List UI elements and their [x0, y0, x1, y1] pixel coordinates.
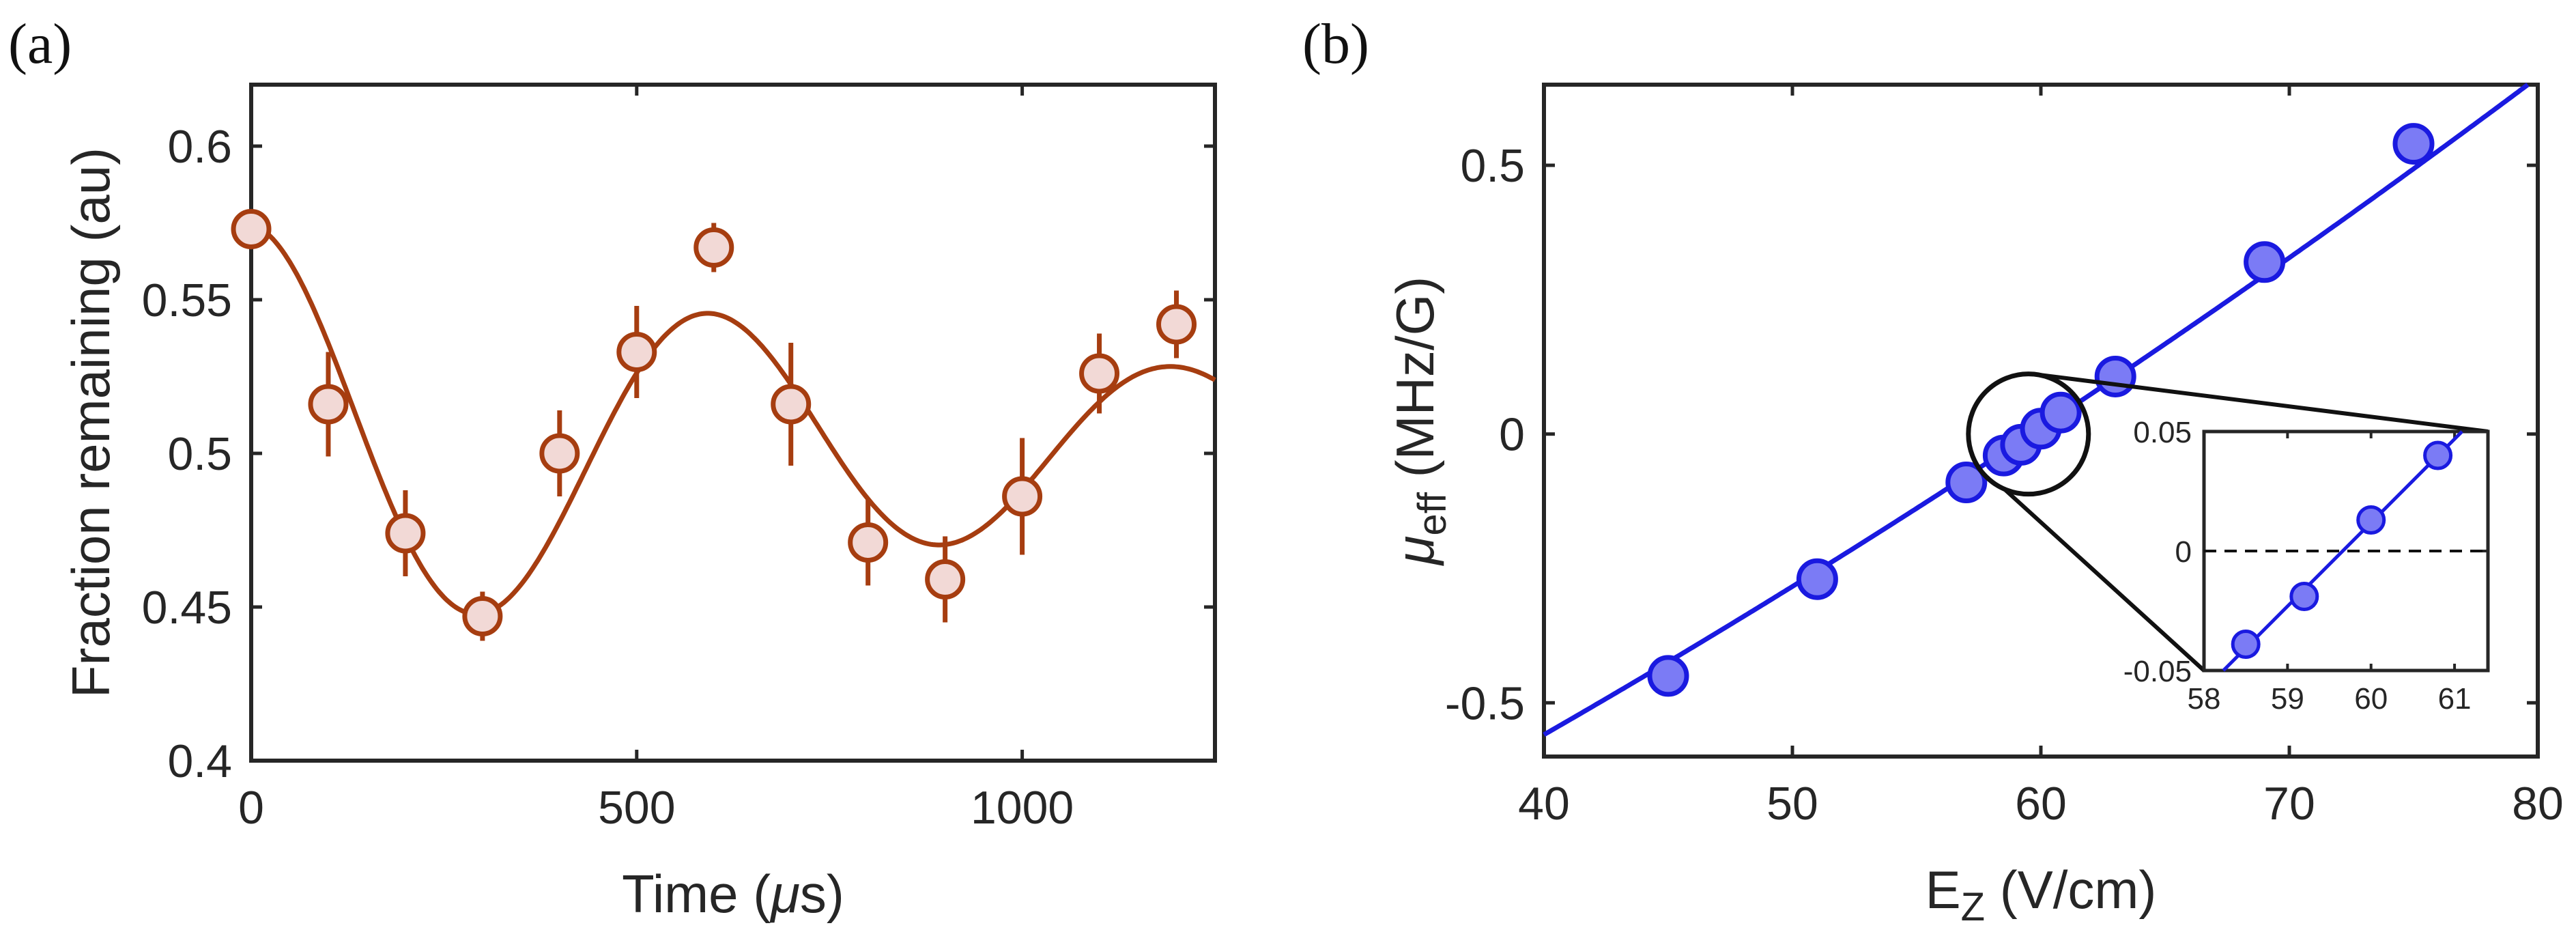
a-y-tick-label: 0.5 — [167, 428, 232, 480]
a-x-tick-label: 1000 — [971, 782, 1074, 834]
b-x-tick-label: 40 — [1518, 778, 1570, 830]
b-data-point — [1945, 462, 1988, 504]
a-data-point — [771, 384, 812, 425]
panel-b-data-points — [1647, 123, 2435, 697]
b-x-tick-label: 80 — [2512, 778, 2564, 830]
panel-a-y-axis-label: Fraction remaining (au) — [61, 147, 121, 698]
panel-b-y-label-mu: μ — [1385, 535, 1445, 566]
inset-data-point — [2423, 440, 2453, 470]
panel-a-x-label-mu: μ — [769, 864, 800, 924]
inset-x-tick-label: 60 — [2354, 682, 2388, 716]
a-x-tick-label: 500 — [598, 782, 675, 834]
inset-data-points — [2231, 440, 2453, 659]
panel-b-zoom-indicator — [1966, 371, 2489, 673]
panel-b-y-label-unit: (MHz/G) — [1385, 277, 1445, 492]
panel-a-x-label-unit: s) — [800, 864, 844, 924]
panel-b-label: (b) — [1302, 12, 1369, 76]
panel-b-ticks: 40 50 60 70 80 -0.5 0 0.5 — [1445, 85, 2564, 830]
a-data-point — [848, 522, 889, 563]
a-y-tick-label: 0.45 — [142, 582, 232, 634]
b-y-tick-label: 0.5 — [1460, 140, 1525, 192]
inset-data-point — [2231, 630, 2261, 659]
panel-b: (b) 40 50 60 70 80 -0.5 0 0.5 58 59 60 61 -0.05 0 0.0… — [1302, 12, 2564, 929]
panel-a-data-points — [231, 209, 1197, 641]
panel-a-ticks: 0 500 1000 0.4 0.45 0.5 0.55 0.6 — [142, 85, 1215, 834]
panel-b-y-label-sub: eff — [1410, 492, 1455, 535]
a-data-point — [1156, 304, 1197, 345]
a-data-point — [539, 433, 580, 474]
a-data-point — [308, 384, 349, 425]
inset-y-tick-label: 0 — [2175, 535, 2192, 569]
inset-x-tick-label: 58 — [2188, 682, 2221, 716]
zoom-connector-bottom — [2002, 487, 2206, 673]
b-y-tick-label: 0 — [1499, 409, 1525, 461]
panel-b-x-label-main: E — [1926, 860, 1961, 920]
inset-fit-line — [2222, 430, 2463, 672]
b-data-point — [2392, 123, 2435, 165]
b-data-point — [2094, 355, 2136, 397]
a-data-point — [462, 596, 503, 636]
panel-a-label: (a) — [8, 12, 72, 76]
panel-a: (a) 0 500 1000 0.4 0.45 0.5 0.55 0.6 Fraction r… — [8, 12, 1217, 924]
zoom-connector-top — [2037, 372, 2489, 434]
b-data-point — [1796, 558, 1838, 600]
inset-y-tick-label: 0.05 — [2133, 416, 2192, 449]
panel-b-x-axis-label: EZ (V/cm) — [1926, 860, 2157, 929]
inset-data-point — [2289, 582, 2319, 611]
panel-b-inset: 58 59 60 61 -0.05 0 0.05 — [2123, 416, 2490, 716]
inset-y-tick-label: -0.05 — [2123, 655, 2192, 688]
panel-b-x-label-sub: Z — [1961, 885, 1985, 929]
b-y-tick-label: -0.5 — [1445, 677, 1525, 729]
a-data-point — [693, 227, 734, 268]
a-y-tick-label: 0.55 — [142, 274, 232, 326]
a-data-point — [231, 209, 272, 249]
a-y-tick-label: 0.6 — [167, 121, 232, 173]
inset-x-tick-label: 59 — [2271, 682, 2304, 716]
a-data-point — [1079, 353, 1120, 394]
b-x-tick-label: 50 — [1766, 778, 1818, 830]
b-data-point — [2040, 391, 2082, 434]
b-data-point — [2244, 241, 2286, 283]
panel-a-x-label-text: Time ( — [622, 864, 771, 924]
inset-ticks: 58 59 60 61 -0.05 0 0.05 — [2123, 416, 2488, 716]
zoom-circle — [1966, 371, 2091, 497]
inset-x-tick-label: 61 — [2438, 682, 2472, 716]
a-data-point — [616, 332, 657, 372]
inset-data-point — [2356, 505, 2386, 535]
a-data-point — [925, 559, 966, 600]
a-x-tick-label: 0 — [238, 782, 264, 834]
panel-a-plot-area — [249, 83, 1217, 763]
panel-a-x-axis-label: Time (μs) — [622, 864, 844, 924]
panel-b-y-axis-label: μeff (MHz/G) — [1385, 277, 1455, 566]
a-data-point — [385, 513, 426, 554]
panel-b-x-label-unit: (V/cm) — [1985, 860, 2156, 920]
inset-fit-segment — [2222, 430, 2463, 672]
b-x-tick-label: 70 — [2263, 778, 2315, 830]
a-data-point — [1002, 476, 1043, 517]
b-data-point — [1647, 655, 1689, 697]
b-x-tick-label: 60 — [2015, 778, 2067, 830]
a-y-tick-label: 0.4 — [167, 735, 232, 787]
